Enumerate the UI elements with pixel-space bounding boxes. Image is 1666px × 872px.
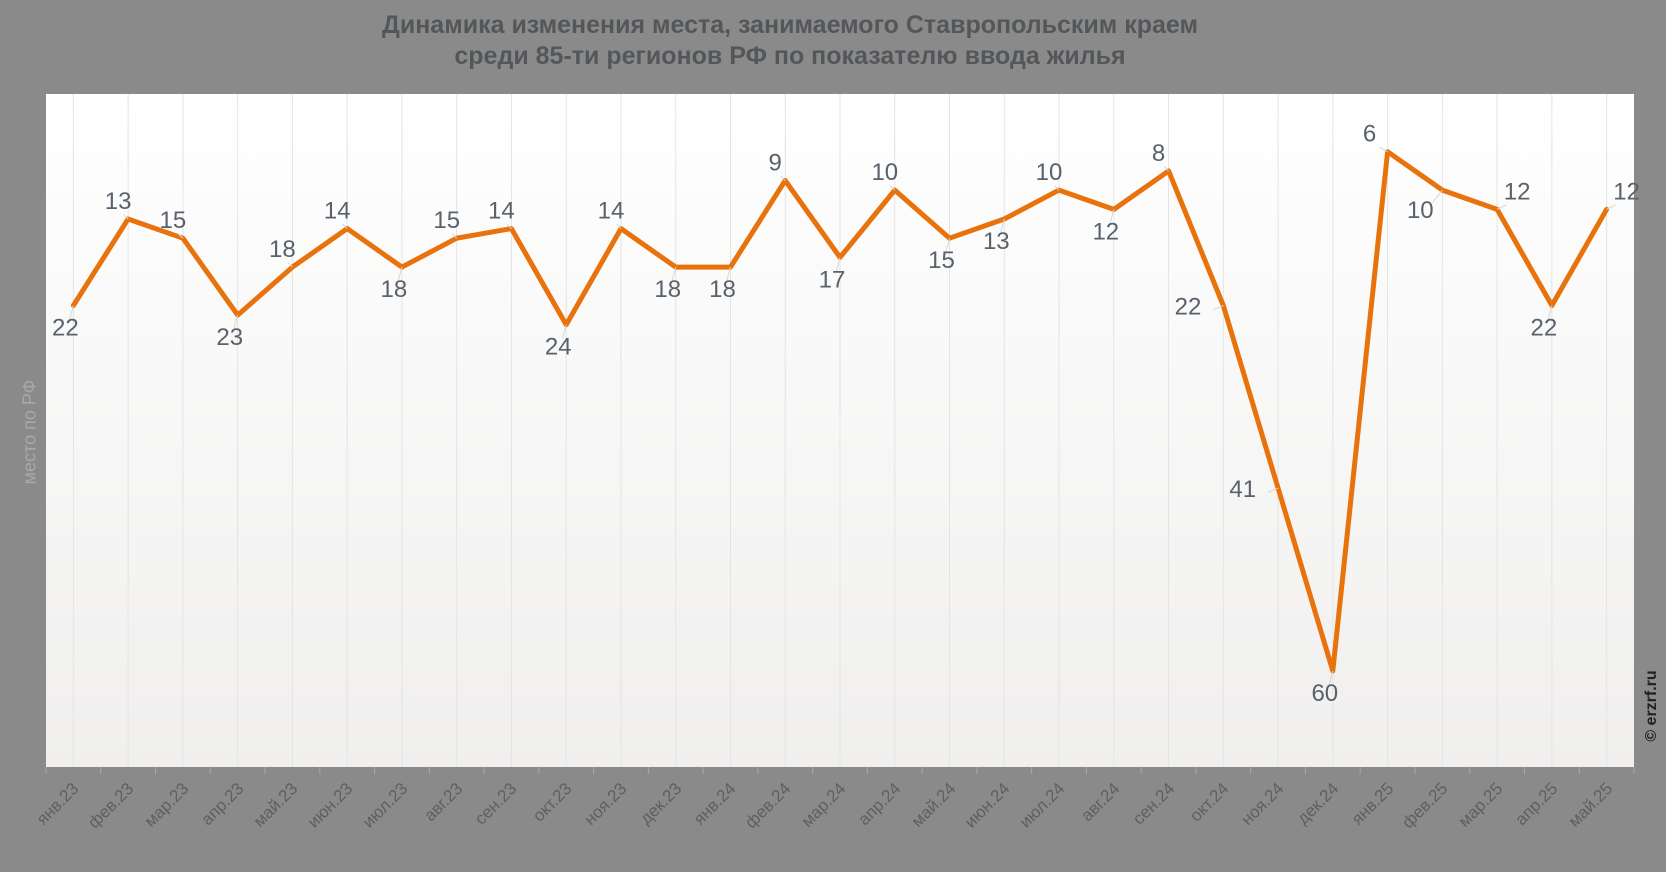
data-point-label: 14: [324, 198, 351, 225]
data-point-label: 13: [983, 228, 1010, 255]
label-leader-line: [69, 305, 74, 320]
label-leader-line: [342, 223, 348, 229]
y-axis-title: место по РФ: [19, 379, 40, 485]
data-point-label: 14: [488, 198, 515, 225]
label-leader-line: [451, 233, 458, 239]
label-leader-line: [889, 185, 896, 191]
label-leader-line: [1109, 209, 1115, 224]
label-leader-line: [1328, 670, 1334, 685]
series-line: [70, 149, 1610, 674]
watermark: © erzrf.ru: [1643, 670, 1660, 742]
data-point-label: 23: [216, 324, 243, 351]
label-leader-line: [287, 262, 293, 268]
data-point-label: 12: [1504, 178, 1531, 205]
label-leader-line: [397, 266, 403, 281]
data-point-label: 24: [545, 334, 572, 361]
label-leader-line: [1496, 204, 1507, 210]
label-leader-line: [671, 266, 677, 281]
data-point-label: 18: [269, 236, 296, 263]
data-point-label: 14: [598, 198, 625, 225]
label-leader-line: [1054, 185, 1060, 191]
data-point-label: 12: [1613, 178, 1640, 205]
data-point-label: 41: [1229, 476, 1256, 503]
data-point-label: 15: [928, 247, 955, 274]
data-point-label: 22: [1175, 294, 1202, 321]
label-leader-line: [1163, 166, 1169, 172]
data-point-labels: 22 13 15 23 18 14 18 15 14 24 14 18 18 9 17 10 15 13 10 12 8…: [52, 121, 1640, 707]
label-leader-line: [1213, 305, 1224, 311]
label-leader-line: [506, 223, 512, 229]
data-point-label: 9: [769, 150, 782, 177]
label-leader-line: [780, 175, 786, 181]
label-leader-line: [1432, 189, 1443, 204]
label-leader-line: [616, 223, 622, 229]
data-point-label: 10: [1407, 197, 1434, 224]
label-leader-lines: [69, 146, 1616, 685]
data-point-label: 6: [1363, 121, 1376, 148]
label-leader-line: [1267, 487, 1279, 493]
x-axis-ticks: [45, 767, 1635, 774]
data-point-label: 13: [105, 188, 132, 215]
data-point-label: 10: [871, 159, 898, 186]
data-point-label: 12: [1092, 218, 1119, 245]
gridlines: [72, 94, 1608, 767]
label-leader-line: [835, 257, 841, 272]
data-point-label: 15: [160, 207, 187, 234]
label-leader-line: [726, 266, 731, 281]
data-point-label: 10: [1036, 159, 1063, 186]
label-leader-line: [1379, 146, 1388, 153]
data-point-label: 18: [654, 276, 681, 303]
chart-title-line2: среди 85-ти регионов РФ по показателю вв…: [454, 42, 1126, 70]
chart-title-line1: Динамика изменения места, занимаемого Ст…: [382, 11, 1198, 39]
data-point-label: 18: [381, 276, 408, 303]
data-point-label: 22: [52, 315, 79, 342]
label-leader-line: [123, 214, 129, 220]
label-leader-line: [1606, 204, 1616, 210]
data-point-label: 18: [709, 276, 736, 303]
chart-title: Динамика изменения места, занимаемого Ст…: [0, 10, 1580, 72]
label-leader-line: [178, 233, 184, 239]
label-leader-line: [233, 314, 239, 329]
label-leader-line: [1000, 218, 1005, 233]
data-point-label: 17: [819, 266, 846, 293]
data-point-label: 60: [1311, 680, 1338, 707]
label-leader-line: [562, 324, 567, 339]
data-point-label: 15: [433, 207, 460, 234]
label-leader-line: [945, 238, 951, 252]
data-point-label: 8: [1152, 140, 1165, 167]
data-point-label: 22: [1531, 315, 1558, 342]
label-leader-line: [1547, 305, 1553, 320]
